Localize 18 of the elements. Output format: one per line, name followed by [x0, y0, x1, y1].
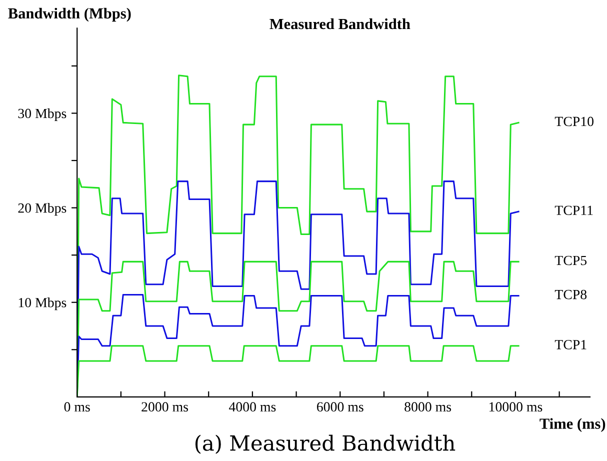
x-axis-title: Time (ms) — [540, 418, 606, 432]
x-tick-label: 4000 ms — [228, 402, 276, 412]
x-tick-label: 8000 ms — [404, 402, 452, 412]
text: TCP5 — [554, 256, 587, 266]
x-tick-label: 6000 ms — [316, 402, 364, 412]
y-tick-label: 10 Mbps — [18, 298, 66, 310]
x-tick-label: 2000 ms — [142, 402, 188, 412]
text: TCP11 — [554, 206, 593, 216]
y-tick-label: 30 Mbps — [18, 108, 66, 122]
text: TCP8 — [554, 290, 587, 300]
x-tick-label: 0 ms — [64, 402, 90, 412]
text: TCP1 — [554, 340, 586, 350]
text: TCP10 — [554, 116, 594, 126]
chart-title: Measured Bandwidth — [270, 18, 410, 30]
x-tick-label: 10000 ms — [490, 402, 542, 412]
y-tick-label: 20 Mbps — [18, 202, 66, 216]
y-axis-title: Bandwidth (Mbps) — [8, 8, 131, 22]
text: (a) Measured Bandwidth — [195, 434, 456, 454]
